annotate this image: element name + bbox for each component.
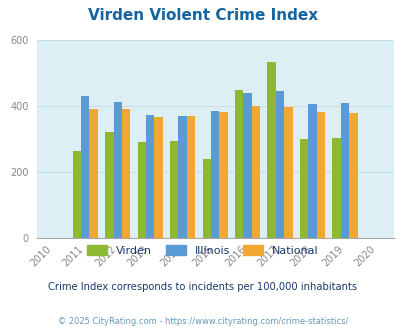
Bar	[284, 107, 292, 238]
Text: © 2025 CityRating.com - https://www.cityrating.com/crime-statistics/: © 2025 CityRating.com - https://www.city…	[58, 317, 347, 326]
Bar	[202, 159, 211, 238]
Legend: Virden, Illinois, National: Virden, Illinois, National	[83, 241, 322, 260]
Bar	[72, 151, 81, 238]
Bar	[113, 102, 121, 238]
Bar	[178, 115, 186, 238]
Bar	[316, 112, 324, 238]
Bar	[332, 138, 340, 238]
Bar	[251, 106, 260, 238]
Bar	[122, 109, 130, 238]
Bar	[105, 132, 113, 238]
Bar	[211, 111, 219, 238]
Bar	[308, 104, 316, 238]
Bar	[137, 142, 146, 238]
Bar	[348, 113, 357, 238]
Bar	[340, 103, 348, 238]
Bar	[170, 141, 178, 238]
Text: Crime Index corresponds to incidents per 100,000 inhabitants: Crime Index corresponds to incidents per…	[48, 282, 357, 292]
Bar	[89, 109, 98, 238]
Bar	[267, 62, 275, 238]
Bar	[154, 117, 162, 238]
Bar	[275, 91, 284, 238]
Bar	[146, 115, 154, 238]
Bar	[81, 96, 89, 238]
Bar	[219, 112, 227, 238]
Bar	[234, 90, 243, 238]
Bar	[243, 93, 251, 238]
Bar	[186, 115, 195, 238]
Text: Virden Violent Crime Index: Virden Violent Crime Index	[88, 8, 317, 23]
Bar	[299, 139, 308, 238]
